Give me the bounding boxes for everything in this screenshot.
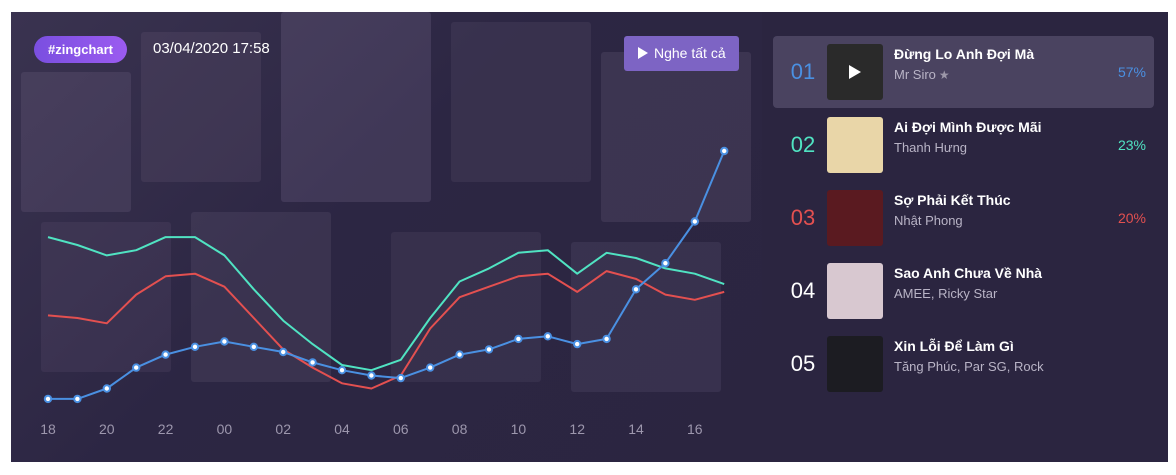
x-tick-label: 22 <box>158 421 174 437</box>
play-icon <box>638 47 648 59</box>
data-point[interactable] <box>631 285 641 294</box>
series-line-1 <box>48 150 726 400</box>
x-tick-label: 06 <box>393 421 409 437</box>
series-line-2 <box>47 236 725 372</box>
song-percent: 23% <box>1117 137 1146 153</box>
x-tick-label: 12 <box>569 421 585 437</box>
data-point[interactable] <box>308 358 317 367</box>
data-point[interactable] <box>190 342 200 351</box>
song-percent: 57% <box>1117 64 1146 80</box>
data-point[interactable] <box>543 332 552 341</box>
data-point[interactable] <box>720 146 729 156</box>
song-artist[interactable]: Mr Siro ★ <box>894 67 950 82</box>
data-point[interactable] <box>43 394 53 404</box>
play-icon[interactable] <box>849 65 861 79</box>
song-thumbnail[interactable] <box>827 44 883 100</box>
x-tick-label: 08 <box>452 421 468 437</box>
x-tick-label: 02 <box>275 421 291 437</box>
data-point[interactable] <box>337 366 347 375</box>
play-all-button[interactable]: Nghe tất cả <box>624 36 739 71</box>
data-point[interactable] <box>396 373 405 383</box>
rank-number: 01 <box>790 59 816 84</box>
chart-area: 18 20 22 00 02 04 06 08 10 12 14 16 <box>11 12 762 462</box>
data-point[interactable] <box>73 394 82 404</box>
data-point[interactable] <box>249 342 259 351</box>
x-tick-label: 10 <box>511 421 527 437</box>
chart-datetime: 03/04/2020 17:58 <box>153 40 270 57</box>
x-tick-label: 04 <box>334 421 350 437</box>
ranking-item[interactable]: 01 Đừng Lo Anh Đợi Mà Mr Siro ★ 57% <box>773 36 1154 108</box>
data-point[interactable] <box>367 371 376 380</box>
data-point[interactable] <box>426 363 435 372</box>
song-artist[interactable]: Nhật Phong <box>894 213 963 228</box>
song-thumbnail[interactable] <box>827 190 883 246</box>
series-line-3 <box>47 270 725 390</box>
rank-number: 03 <box>790 205 816 230</box>
play-all-label: Nghe tất cả <box>654 45 726 61</box>
song-title[interactable]: Sao Anh Chưa Về Nhà <box>894 265 1043 281</box>
x-tick-label: 20 <box>99 421 115 437</box>
song-artist[interactable]: Tăng Phúc, Par SG, Rock <box>894 359 1044 374</box>
data-point[interactable] <box>220 337 229 346</box>
data-point[interactable] <box>132 363 141 372</box>
x-tick-label: 16 <box>687 421 703 437</box>
ranking-list: 01 Đừng Lo Anh Đợi Mà Mr Siro ★ 57% 02 Ai… <box>762 12 1168 462</box>
data-point[interactable] <box>661 259 670 268</box>
star-icon: ★ <box>938 68 950 82</box>
background-collage <box>11 12 762 462</box>
x-tick-label: 18 <box>40 421 56 437</box>
ranking-item[interactable]: 03 Sợ Phải Kết Thúc Nhật Phong 20% <box>773 182 1154 254</box>
data-point[interactable] <box>161 350 170 359</box>
data-point[interactable] <box>514 334 523 344</box>
line-chart: 18 20 22 00 02 04 06 08 10 12 14 16 <box>40 146 729 437</box>
data-point[interactable] <box>102 384 112 393</box>
song-percent: 20% <box>1117 210 1146 226</box>
data-point[interactable] <box>573 339 582 349</box>
song-title[interactable]: Xin Lỗi Để Làm Gì <box>894 338 1014 354</box>
artist-name[interactable]: Mr Siro <box>894 67 936 82</box>
rank-number: 04 <box>790 278 816 303</box>
zingchart-badge[interactable]: #zingchart <box>34 36 128 63</box>
song-thumbnail[interactable] <box>827 117 883 173</box>
x-tick-label: 00 <box>217 421 233 437</box>
rank-number: 05 <box>790 351 816 376</box>
song-thumbnail[interactable] <box>827 263 883 319</box>
song-title[interactable]: Đừng Lo Anh Đợi Mà <box>894 46 1035 62</box>
song-artist[interactable]: Thanh Hưng <box>894 140 968 155</box>
zingchart-panel: 18 20 22 00 02 04 06 08 10 12 14 16 #zingchart 03/0… <box>11 12 1168 462</box>
data-point[interactable] <box>455 350 464 359</box>
data-point[interactable] <box>484 345 494 354</box>
ranking-item[interactable]: 04 Sao Anh Chưa Về Nhà AMEE, Ricky Star <box>773 255 1154 327</box>
data-point[interactable] <box>602 334 611 344</box>
song-artist[interactable]: AMEE, Ricky Star <box>894 286 998 301</box>
song-title[interactable]: Ai Đợi Mình Được Mãi <box>894 119 1042 135</box>
rank-number: 02 <box>790 132 816 157</box>
song-thumbnail[interactable] <box>827 336 883 392</box>
ranking-item[interactable]: 05 Xin Lỗi Để Làm Gì Tăng Phúc, Par SG, … <box>773 328 1154 400</box>
song-title[interactable]: Sợ Phải Kết Thúc <box>894 192 1011 208</box>
ranking-item[interactable]: 02 Ai Đợi Mình Được Mãi Thanh Hưng 23% <box>773 109 1154 181</box>
x-tick-label: 14 <box>628 421 644 437</box>
data-point[interactable] <box>690 217 699 226</box>
data-point[interactable] <box>279 347 288 357</box>
